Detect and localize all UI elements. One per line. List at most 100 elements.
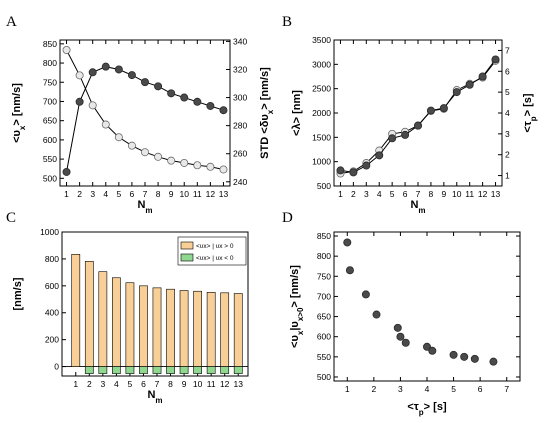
d-y-axis-title: <υx|υx>0> [nm/s] bbox=[289, 265, 305, 348]
d-scatter-point bbox=[449, 350, 458, 359]
a-x-tick-label: 13 bbox=[219, 189, 229, 199]
a-y-tick-label: 800 bbox=[43, 58, 57, 68]
b-y-axis-title: <λ> [nm] bbox=[291, 90, 303, 136]
panel-letter-c: C bbox=[6, 210, 16, 226]
b-series-0-point bbox=[401, 130, 410, 139]
a-series-1-point bbox=[62, 167, 71, 176]
b-y-tick-label: 500 bbox=[317, 181, 331, 191]
a-series-0-point bbox=[219, 165, 228, 174]
c-x-tick-label: 8 bbox=[168, 379, 173, 389]
a-series-1-point bbox=[127, 71, 136, 80]
c-x-tick-label: 11 bbox=[207, 379, 216, 389]
c-x-tick-label: 1 bbox=[73, 379, 78, 389]
b-y2-tick-label: 6 bbox=[505, 66, 510, 76]
c-x-tick-label: 6 bbox=[141, 379, 146, 389]
a-series-0-point bbox=[167, 156, 176, 165]
b-x-tick-label: 12 bbox=[478, 189, 488, 199]
c-series-1-bar bbox=[112, 366, 121, 374]
a-y-tick-label: 700 bbox=[43, 96, 57, 106]
a-series-0-point bbox=[75, 71, 84, 80]
a-series-0-point bbox=[193, 161, 202, 170]
c-series-0-bar bbox=[98, 271, 108, 367]
d-scatter-point bbox=[372, 310, 381, 319]
a-x-tick-label: 4 bbox=[103, 189, 108, 199]
panel-letter-b: B bbox=[282, 14, 292, 30]
chart-d: 1 2 3 4 5 6 7 500 550 600 650 700 750 800 850 <τp> [s] <… bbox=[289, 231, 521, 417]
a-y2-tick-label: 300 bbox=[233, 93, 247, 103]
c-series-0-bar bbox=[71, 254, 81, 367]
a-series-0-point bbox=[206, 162, 215, 171]
d-y-tick-label: 750 bbox=[317, 271, 331, 281]
d-y-tick-label: 650 bbox=[317, 312, 331, 322]
c-series-1-bar bbox=[179, 366, 189, 374]
b-series-1-line bbox=[340, 60, 496, 174]
c-x-tick-label: 12 bbox=[220, 379, 230, 389]
d-scatter-point bbox=[422, 342, 431, 351]
c-series-0-bar bbox=[125, 282, 135, 367]
a-y-tick-label: 500 bbox=[43, 173, 57, 183]
c-x-tick-label: 5 bbox=[128, 379, 133, 389]
c-series-1-bar bbox=[84, 366, 94, 374]
a-x-tick-label: 6 bbox=[130, 189, 135, 199]
d-y-tick-label: 550 bbox=[317, 352, 331, 362]
c-series-0-bar bbox=[179, 290, 189, 367]
a-plot-frame bbox=[59, 39, 231, 187]
d-x-axis-title: <τp> [s] bbox=[407, 401, 447, 417]
d-scatter-point bbox=[428, 346, 437, 355]
a-series-1-point bbox=[219, 106, 228, 115]
c-series-1-bar bbox=[125, 366, 135, 374]
c-series-0-bar bbox=[84, 261, 94, 367]
c-series-1-bar bbox=[166, 366, 175, 374]
b-x-tick-label: 6 bbox=[403, 189, 408, 199]
a-series-0-point bbox=[180, 158, 189, 167]
a-x-tick-label: 9 bbox=[169, 189, 174, 199]
b-series-0-point bbox=[349, 168, 358, 177]
a-x-tick-label: 10 bbox=[179, 189, 189, 199]
c-legend-swatch-1 bbox=[180, 253, 194, 262]
c-series-0-bar bbox=[139, 285, 148, 367]
a-y2-tick-label: 280 bbox=[233, 121, 247, 131]
c-series-1-bar bbox=[193, 366, 202, 374]
a-series-1-point bbox=[193, 97, 202, 106]
c-x-tick-label: 4 bbox=[114, 379, 119, 389]
b-series-0-point bbox=[465, 80, 474, 89]
b-y-tick-label: 2500 bbox=[312, 84, 331, 94]
c-series-0-bar bbox=[152, 287, 162, 367]
b-plot-frame bbox=[333, 39, 503, 187]
a-series-1-point bbox=[75, 97, 84, 106]
d-y-tick-label: 700 bbox=[317, 291, 331, 301]
b-x-tick-label: 10 bbox=[452, 189, 462, 199]
c-y-tick-label: 800 bbox=[45, 254, 59, 264]
b-x-tick-label: 11 bbox=[465, 189, 474, 199]
a-x-tick-label: 12 bbox=[206, 189, 216, 199]
c-x-axis-title: Nm bbox=[147, 389, 162, 405]
b-y2-tick-label: 2 bbox=[505, 150, 510, 160]
a-series-0-point bbox=[114, 133, 123, 142]
a-y-tick-label: 600 bbox=[43, 135, 57, 145]
b-x-tick-label: 13 bbox=[491, 189, 501, 199]
panel-letter-d: D bbox=[282, 210, 293, 226]
a-y2-tick-label: 260 bbox=[233, 149, 247, 159]
a-y-axis-title: <υx> [nm/s] bbox=[11, 83, 27, 143]
b-x-tick-label: 8 bbox=[429, 189, 434, 199]
a-y-tick-label: 550 bbox=[43, 154, 57, 164]
b-x-axis-title: Nm bbox=[410, 199, 425, 215]
d-scatter-point bbox=[470, 354, 479, 363]
c-y-tick-label: 400 bbox=[45, 308, 59, 318]
d-x-tick-label: 3 bbox=[398, 384, 403, 394]
c-series-1-bar bbox=[233, 366, 243, 374]
a-x-axis-title: Nm bbox=[137, 199, 152, 215]
c-series-0-bar bbox=[233, 293, 243, 367]
b-series-0-point bbox=[413, 121, 422, 130]
b-x-tick-label: 3 bbox=[364, 189, 369, 199]
a-series-0-point bbox=[154, 152, 163, 161]
a-series-0-point bbox=[101, 120, 110, 129]
b-x-tick-label: 1 bbox=[338, 189, 343, 199]
b-y2-axis-title: <τp> [s] bbox=[522, 93, 538, 133]
b-series-0-point bbox=[478, 72, 487, 81]
c-plot-frame bbox=[61, 231, 249, 377]
d-scatter-point bbox=[361, 290, 370, 299]
b-y-tick-label: 3000 bbox=[312, 59, 331, 69]
a-x-tick-label: 5 bbox=[116, 189, 121, 199]
